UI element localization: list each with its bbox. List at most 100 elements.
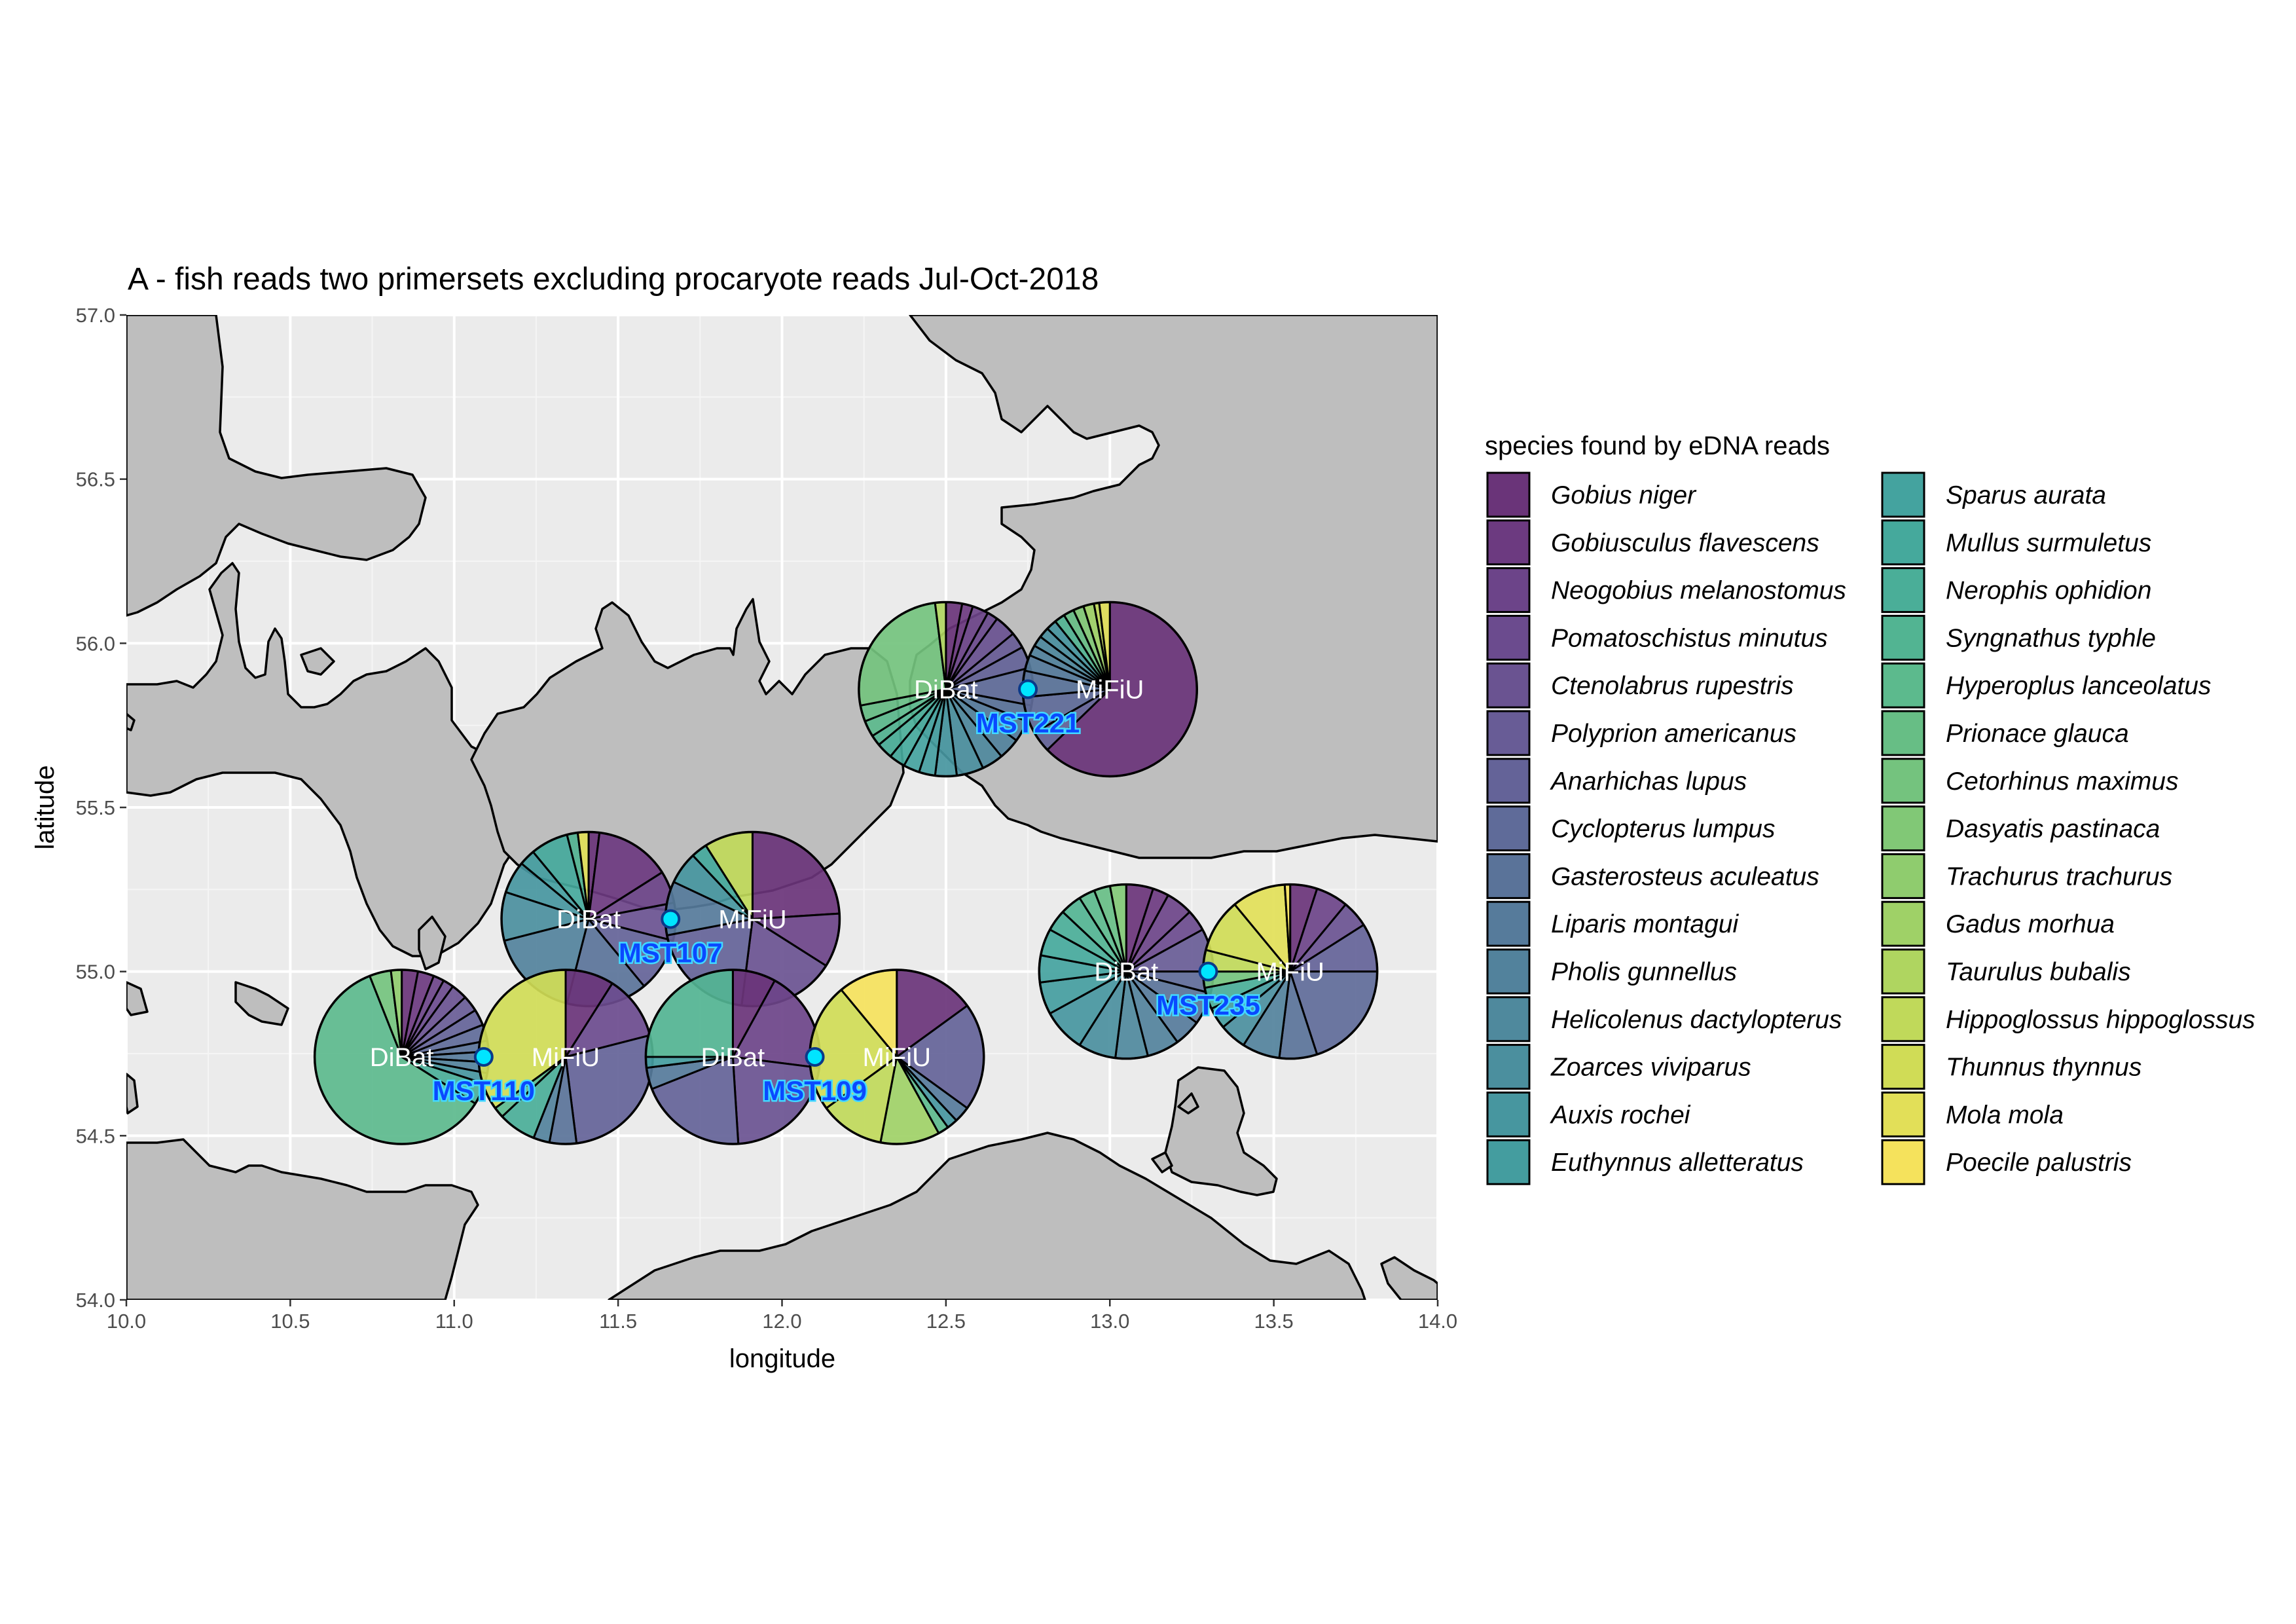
legend-label: Liparis montagui: [1551, 910, 1739, 938]
land-jutland-north: [126, 562, 525, 957]
legend-item: Pholis gunnellus: [1486, 948, 1737, 995]
legend-label: Sparus aurata: [1946, 481, 2106, 509]
legend-item: Gasterosteus aculeatus: [1486, 853, 1819, 899]
station-label: MST110: [433, 1075, 535, 1106]
legend-swatch: [1486, 567, 1531, 614]
legend-swatch: [1486, 1091, 1531, 1137]
legend-item: Pomatoschistus minutus: [1486, 614, 1828, 661]
chart-title: A - fish reads two primersets excluding …: [128, 262, 1099, 297]
legend-label: Zoarces viviparus: [1550, 1054, 1751, 1082]
primer-label: DiBat: [370, 1043, 434, 1072]
legend-swatch: [1486, 1139, 1531, 1185]
legend-swatch: [1881, 948, 1925, 995]
legend-label: Mullus surmuletus: [1946, 529, 2151, 557]
land-north-germany-poland: [126, 1132, 1438, 1300]
primer-label: MiFiU: [863, 1043, 931, 1072]
legend-swatch: [1881, 805, 1925, 852]
legend-label: Syngnathus typhle: [1946, 624, 2156, 652]
station-label: MST235: [1156, 990, 1260, 1021]
pie-mst221-mifiu: MiFiU: [1021, 600, 1198, 778]
station-label: MST221: [976, 708, 1080, 739]
coastline-land: [126, 315, 1438, 1300]
legend-item: Gobius niger: [1486, 471, 1697, 518]
legend-item: Dasyatis pastinaca: [1881, 805, 2160, 852]
legend-item: Auxis rochei: [1486, 1091, 1691, 1137]
y-tick-label: 57.0: [76, 304, 115, 327]
legend-item: Taurulus bubalis: [1881, 948, 2131, 995]
legend: species found by eDNA reads Gobius niger…: [1485, 432, 2255, 1185]
legend-swatch: [1486, 805, 1531, 852]
pie-mst109-mifiu: MiFiU: [809, 969, 985, 1145]
legend-item: Gobiusculus flavescens: [1486, 519, 1819, 566]
land-small-islands: [126, 647, 1173, 1173]
legend-label: Anarhichas lupus: [1550, 767, 1747, 796]
pie-mst235-dibat: DiBat: [1038, 883, 1215, 1060]
legend-item: Poecile palustris: [1881, 1139, 2132, 1185]
legend-item: Euthynnus alletteratus: [1486, 1139, 1804, 1185]
legend-label: Polyprion americanus: [1551, 720, 1796, 748]
x-tick-label: 13.0: [1090, 1310, 1129, 1333]
legend-item: Gadus morhua: [1881, 900, 2115, 947]
legend-label: Neogobius melanostomus: [1551, 577, 1846, 605]
primer-label: MiFiU: [1256, 958, 1324, 987]
station-marker: [661, 909, 681, 929]
legend-label: Dasyatis pastinaca: [1946, 815, 2160, 843]
x-axis-label: longitude: [729, 1344, 835, 1373]
legend-label: Pholis gunnellus: [1551, 958, 1737, 986]
primer-label: DiBat: [556, 905, 621, 934]
y-tick-label: 54.5: [76, 1124, 115, 1147]
legend-swatch: [1486, 710, 1531, 756]
pie-mst235-mifiu: MiFiU: [1201, 883, 1379, 1060]
primer-label: MiFiU: [718, 905, 786, 934]
legend-label: Auxis rochei: [1550, 1101, 1691, 1129]
legend-item: Helicolenus dactylopterus: [1486, 996, 1842, 1043]
station-marker: [1018, 679, 1038, 699]
station-marker: [805, 1047, 825, 1067]
legend-swatch: [1881, 853, 1925, 899]
legend-label: Gobiusculus flavescens: [1551, 529, 1819, 557]
legend-label: Prionace glauca: [1946, 720, 2129, 748]
legend-item: Hyperoplus lanceolatus: [1881, 662, 2211, 709]
pie-mst110-dibat: DiBat: [313, 969, 490, 1145]
legend-label: Thunnus thynnus: [1946, 1054, 2141, 1082]
legend-swatch: [1881, 996, 1925, 1043]
legend-item: Liparis montagui: [1486, 900, 1739, 947]
station-mst109: MST109: [761, 1047, 868, 1108]
station-mst221: MST221: [974, 679, 1082, 740]
primer-label: MiFiU: [1076, 676, 1144, 705]
legend-swatch: [1486, 900, 1531, 947]
x-tick-label: 14.0: [1418, 1310, 1457, 1333]
legend-swatch: [1881, 1091, 1925, 1137]
legend-swatch: [1881, 519, 1925, 566]
legend-swatch: [1881, 567, 1925, 614]
legend-item: Anarhichas lupus: [1486, 758, 1747, 804]
legend-item: Prionace glauca: [1881, 710, 2129, 756]
legend-item: Thunnus thynnus: [1881, 1044, 2141, 1090]
legend-item: Zoarces viviparus: [1486, 1044, 1751, 1090]
legend-swatch: [1881, 1139, 1925, 1185]
legend-swatch: [1881, 662, 1925, 709]
legend-swatch: [1486, 471, 1531, 518]
axis-ticks: 10.0 10.5 11.0 11.5 12.0 12.5 13.0 13.5 14.0 54.0…: [76, 304, 1458, 1333]
legend-label: Gadus morhua: [1946, 910, 2115, 938]
legend-swatch: [1486, 996, 1531, 1043]
legend-label: Taurulus bubalis: [1946, 958, 2131, 986]
y-tick-label: 56.5: [76, 468, 115, 491]
legend-swatch: [1486, 614, 1531, 661]
x-tick-label: 11.5: [599, 1310, 637, 1333]
legend-swatch: [1486, 758, 1531, 804]
legend-swatch: [1486, 662, 1531, 709]
legend-label: Pomatoschistus minutus: [1551, 624, 1828, 652]
legend-item: Ctenolabrus rupestris: [1486, 662, 1794, 709]
legend-item: Trachurus trachurus: [1881, 853, 2172, 899]
station-label: MST109: [763, 1075, 867, 1106]
legend-label: Nerophis ophidion: [1946, 577, 2151, 605]
legend-title: species found by eDNA reads: [1485, 432, 1830, 460]
legend-swatch: [1881, 710, 1925, 756]
legend-item: Cyclopterus lumpus: [1486, 805, 1775, 852]
station-mst107: MST107: [617, 909, 724, 970]
primer-label: DiBat: [914, 676, 978, 705]
legend-swatch: [1881, 900, 1925, 947]
legend-swatch: [1881, 1044, 1925, 1090]
